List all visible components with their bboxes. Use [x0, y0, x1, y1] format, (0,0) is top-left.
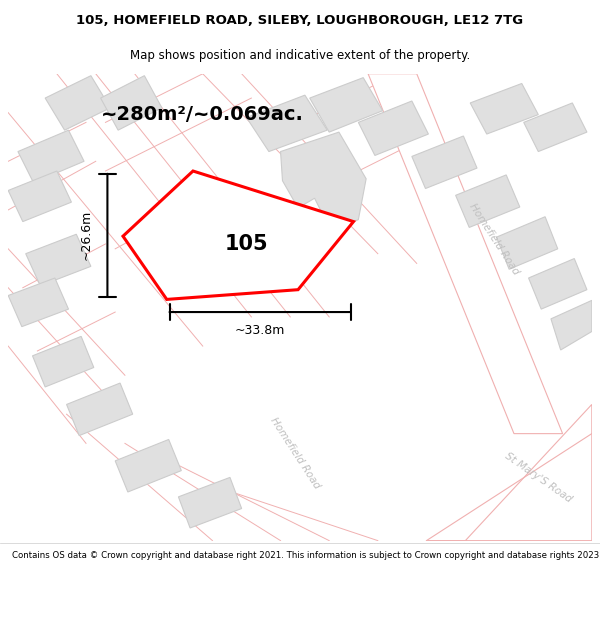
- Polygon shape: [32, 336, 94, 387]
- Polygon shape: [281, 132, 366, 231]
- Text: ~26.6m: ~26.6m: [80, 210, 92, 261]
- Polygon shape: [8, 278, 68, 327]
- Text: ~33.8m: ~33.8m: [235, 324, 286, 337]
- Polygon shape: [412, 136, 477, 189]
- Polygon shape: [18, 130, 84, 182]
- Polygon shape: [551, 301, 592, 350]
- Polygon shape: [455, 175, 520, 228]
- Polygon shape: [101, 76, 162, 130]
- Polygon shape: [115, 439, 181, 492]
- Polygon shape: [368, 74, 563, 434]
- Text: St Mary'S Road: St Mary'S Road: [503, 451, 574, 504]
- Text: Homefield Road: Homefield Road: [468, 202, 521, 277]
- Polygon shape: [529, 259, 587, 309]
- Polygon shape: [247, 95, 327, 151]
- Polygon shape: [310, 78, 383, 132]
- Polygon shape: [178, 478, 242, 528]
- Text: Homefield Road: Homefield Road: [268, 416, 322, 491]
- Polygon shape: [427, 404, 592, 541]
- Polygon shape: [358, 101, 428, 156]
- Polygon shape: [67, 383, 133, 436]
- Text: ~280m²/~0.069ac.: ~280m²/~0.069ac.: [101, 105, 304, 124]
- Polygon shape: [45, 76, 110, 130]
- Text: 105, HOMEFIELD ROAD, SILEBY, LOUGHBOROUGH, LE12 7TG: 105, HOMEFIELD ROAD, SILEBY, LOUGHBOROUG…: [76, 14, 524, 27]
- Polygon shape: [496, 217, 558, 269]
- Polygon shape: [8, 171, 71, 222]
- Polygon shape: [524, 103, 587, 151]
- Polygon shape: [123, 171, 353, 299]
- Polygon shape: [470, 84, 538, 134]
- Text: 105: 105: [224, 234, 268, 254]
- Text: Map shows position and indicative extent of the property.: Map shows position and indicative extent…: [130, 49, 470, 62]
- Polygon shape: [26, 234, 91, 286]
- Text: Contains OS data © Crown copyright and database right 2021. This information is : Contains OS data © Crown copyright and d…: [12, 551, 600, 560]
